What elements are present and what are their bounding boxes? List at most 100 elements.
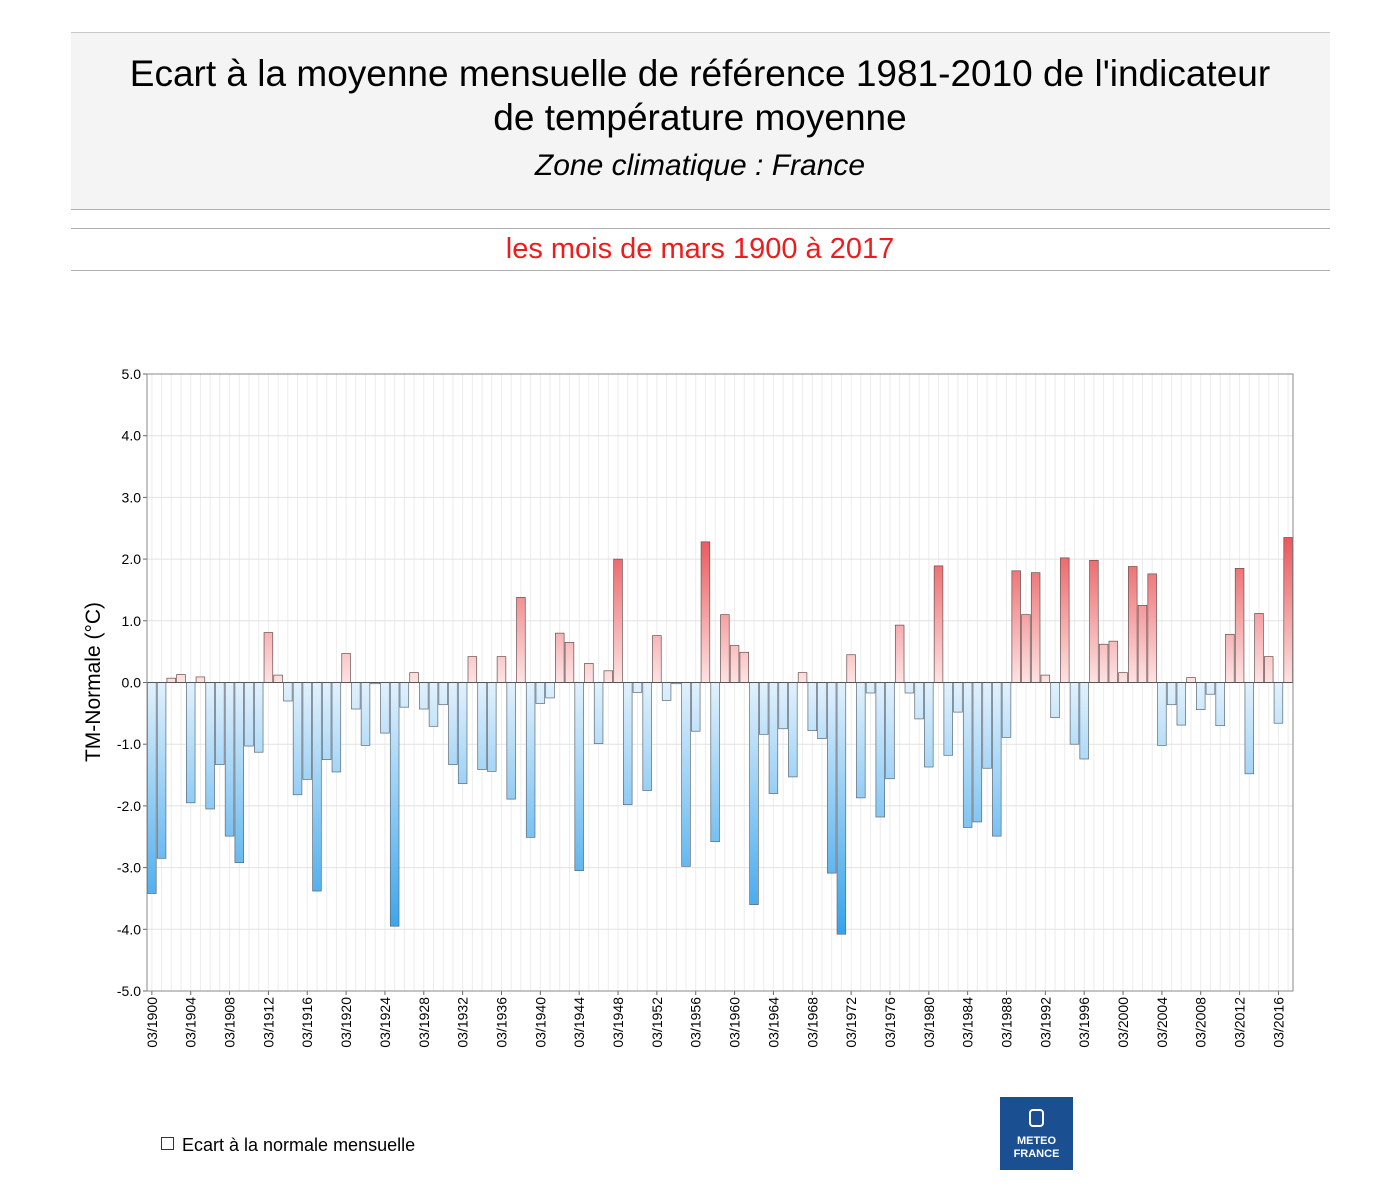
bar <box>516 597 526 683</box>
bar <box>1060 557 1070 683</box>
bar <box>1254 613 1264 683</box>
bar <box>1196 682 1206 710</box>
bar <box>244 682 254 747</box>
bar <box>283 682 293 702</box>
bar <box>797 672 808 683</box>
bar <box>234 682 244 864</box>
bar <box>700 541 711 683</box>
bar <box>1118 672 1128 683</box>
x-tick-label: 03/2000 <box>1115 997 1131 1048</box>
x-tick-label: 03/2008 <box>1193 997 1209 1048</box>
x-tick-label: 03/1928 <box>416 997 432 1048</box>
bar <box>457 682 468 785</box>
bar <box>428 682 439 727</box>
x-tick-label: 03/1908 <box>222 997 238 1048</box>
y-tick-label: 5.0 <box>122 366 142 382</box>
y-tick-label: -5.0 <box>117 983 141 999</box>
x-tick-label: 03/1920 <box>338 997 354 1048</box>
bar <box>623 682 633 806</box>
x-tick-label: 03/1968 <box>804 997 820 1048</box>
bar <box>166 677 176 683</box>
bar <box>467 656 478 683</box>
bar <box>1108 640 1119 683</box>
bar <box>778 682 788 730</box>
period-label: les mois de mars 1900 à 2017 <box>506 233 895 265</box>
x-tick-label: 03/1932 <box>455 997 471 1048</box>
bar <box>1166 682 1177 706</box>
bar <box>341 653 351 683</box>
bar <box>351 682 361 710</box>
y-tick-label: -2.0 <box>117 798 141 814</box>
bar <box>263 632 274 683</box>
bar <box>389 682 400 927</box>
bar <box>788 682 798 778</box>
bar <box>487 682 497 772</box>
x-tick-label: 03/1988 <box>999 997 1015 1048</box>
bar <box>681 682 691 867</box>
bar <box>992 682 1002 837</box>
bar <box>1137 605 1148 683</box>
header-box <box>71 32 1330 210</box>
bar <box>593 682 604 744</box>
bar <box>933 565 944 683</box>
bar <box>1186 677 1196 683</box>
legend-label: Ecart à la normale mensuelle <box>182 1135 415 1155</box>
bar <box>312 682 322 892</box>
bar <box>972 682 983 823</box>
bar <box>1030 572 1041 683</box>
bar <box>1147 573 1157 683</box>
y-tick-label: -3.0 <box>117 860 141 876</box>
bar <box>613 558 623 683</box>
bar <box>914 682 924 720</box>
bar <box>302 682 312 780</box>
bar <box>399 682 410 708</box>
bar <box>652 635 662 683</box>
bar <box>982 682 992 769</box>
bar <box>846 654 856 683</box>
bar <box>865 682 876 694</box>
x-tick-label: 03/1916 <box>299 997 315 1048</box>
x-tick-label: 03/1904 <box>183 997 199 1048</box>
bar <box>195 676 206 683</box>
bar <box>1234 568 1245 683</box>
bar <box>448 682 458 765</box>
bar <box>496 656 507 683</box>
y-tick-label: 1.0 <box>122 613 142 629</box>
bar <box>185 682 196 804</box>
bar <box>176 674 186 683</box>
bar <box>720 614 730 683</box>
bar <box>603 670 614 683</box>
bar <box>817 682 827 739</box>
bar <box>147 682 157 894</box>
plot-area: 5.04.03.02.01.00.0-1.0-2.0-3.0-4.0-5.003… <box>117 366 1294 1048</box>
x-tick-label: 03/1900 <box>144 997 160 1048</box>
bar <box>768 682 779 794</box>
logo: METEO FRANCE <box>1000 1097 1073 1170</box>
bar <box>1283 537 1293 683</box>
bar <box>856 682 866 799</box>
plot-frame <box>146 373 1294 992</box>
bar <box>584 663 594 683</box>
bar <box>525 682 536 838</box>
bar <box>1205 682 1216 695</box>
y-tick-label: 0.0 <box>122 675 142 691</box>
x-tick-label: 03/1964 <box>765 997 781 1048</box>
bar <box>962 682 973 828</box>
bar <box>477 682 487 770</box>
bar <box>506 682 516 800</box>
bar <box>1089 559 1099 683</box>
bar <box>739 651 749 683</box>
bar <box>749 682 759 905</box>
x-tick-label: 03/1952 <box>649 997 665 1048</box>
bar <box>419 682 429 710</box>
bar <box>535 682 546 704</box>
bar <box>924 682 934 768</box>
bar <box>1225 634 1235 683</box>
bar <box>380 682 390 734</box>
bar <box>1244 682 1255 775</box>
x-tick-label: 03/1924 <box>377 997 393 1048</box>
bar <box>691 682 701 732</box>
bar <box>1264 656 1274 683</box>
bar <box>953 682 963 713</box>
